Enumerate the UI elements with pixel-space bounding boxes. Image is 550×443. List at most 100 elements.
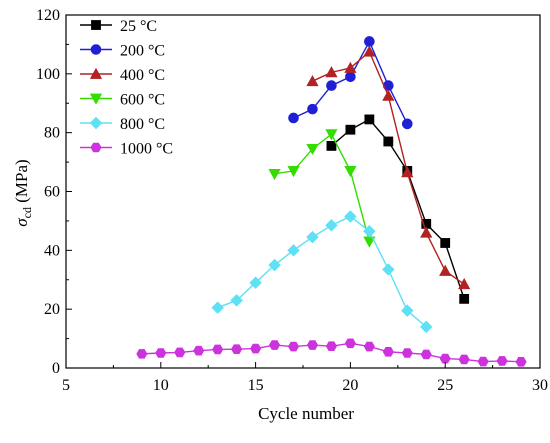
legend-marker — [89, 67, 103, 79]
data-point-600c — [306, 143, 319, 156]
y-axis-symbol: σ — [12, 218, 31, 227]
data-point-800c — [382, 263, 395, 276]
series-1000c — [136, 338, 527, 367]
legend-item-200c: 200 °C — [80, 43, 165, 60]
x-axis-title: Cycle number — [258, 404, 354, 423]
data-point-600c — [268, 168, 281, 181]
data-point-200c — [307, 103, 318, 115]
data-point-800c — [325, 219, 338, 232]
legend-marker — [90, 142, 102, 153]
data-point-800c — [287, 244, 300, 257]
data-point-800c — [420, 320, 433, 334]
data-point-400c — [420, 226, 433, 238]
data-point-1000c — [325, 341, 337, 352]
series-800c — [211, 210, 433, 334]
series-25c — [326, 114, 470, 304]
data-point-25c — [440, 238, 451, 248]
data-point-1000c — [136, 349, 148, 359]
data-point-400c — [344, 61, 357, 73]
data-point-400c — [363, 45, 376, 57]
y-tick-label: 100 — [36, 66, 60, 83]
series-200c — [288, 36, 413, 130]
y-tick-label: 80 — [44, 125, 60, 142]
data-point-800c — [363, 224, 376, 238]
legend-marker — [89, 116, 103, 130]
legend-item-600c: 600 °C — [80, 92, 165, 109]
y-tick-label: 40 — [44, 242, 60, 259]
legend-label: 800 °C — [120, 116, 165, 133]
data-point-1000c — [155, 348, 167, 358]
legend-item-25c: 25 °C — [80, 18, 157, 35]
data-point-1000c — [401, 348, 413, 358]
data-point-1000c — [496, 356, 508, 366]
x-tick-label: 10 — [153, 377, 169, 394]
legend-marker — [89, 93, 103, 105]
data-point-1000c — [515, 357, 527, 367]
legend-label: 600 °C — [120, 92, 165, 109]
data-point-1000c — [439, 353, 451, 364]
series-400c — [306, 45, 471, 290]
series-line-600c — [274, 133, 371, 242]
data-point-200c — [364, 36, 375, 47]
series-line-800c — [217, 215, 427, 328]
y-axis-unit: (MPa) — [12, 159, 31, 207]
x-tick-label: 5 — [62, 377, 70, 394]
data-point-1000c — [231, 344, 243, 354]
data-point-400c — [325, 66, 338, 78]
legend-item-400c: 400 °C — [80, 67, 165, 84]
data-point-1000c — [250, 343, 262, 354]
y-axis-subscript: cd — [20, 207, 34, 218]
data-point-25c — [326, 141, 337, 151]
data-point-1000c — [344, 338, 356, 349]
data-point-800c — [268, 258, 281, 272]
x-tick-label: 20 — [342, 377, 358, 394]
data-point-200c — [401, 118, 413, 130]
data-point-200c — [326, 80, 337, 91]
data-point-600c — [287, 166, 300, 178]
data-point-25c — [364, 114, 375, 125]
data-point-25c — [459, 293, 470, 304]
x-tick-label: 25 — [437, 377, 453, 394]
data-point-600c — [344, 166, 357, 178]
data-point-400c — [439, 264, 452, 276]
data-point-1000c — [306, 340, 319, 350]
series-600c — [268, 129, 376, 248]
data-point-400c — [306, 74, 319, 87]
data-point-800c — [249, 276, 262, 289]
data-point-200c — [345, 71, 356, 83]
x-tick-label: 15 — [248, 377, 264, 394]
legend-item-1000c: 1000 °C — [80, 141, 173, 158]
legend-marker — [91, 20, 101, 30]
y-tick-label: 20 — [44, 301, 60, 318]
legend: 25 °C 200 °C 400 °C 600 °C 800 °C 1000 °C — [80, 18, 173, 158]
data-point-1000c — [382, 347, 394, 357]
legend-label: 400 °C — [120, 67, 165, 84]
data-point-1000c — [477, 356, 489, 367]
data-point-1000c — [212, 344, 224, 355]
data-point-1000c — [420, 349, 432, 360]
y-tick-label: 120 — [36, 7, 60, 24]
y-axis-title: σcd (MPa) — [12, 159, 34, 226]
legend-marker — [90, 44, 102, 55]
data-point-800c — [306, 230, 319, 244]
x-tick-label: 30 — [532, 377, 548, 394]
data-point-1000c — [193, 345, 205, 356]
data-point-400c — [382, 89, 395, 101]
data-point-400c — [401, 166, 414, 178]
data-point-400c — [458, 277, 471, 290]
data-point-25c — [383, 136, 394, 147]
data-point-800c — [401, 304, 414, 317]
data-point-800c — [230, 294, 243, 307]
data-point-600c — [325, 129, 338, 141]
data-point-800c — [344, 210, 357, 223]
data-point-1000c — [287, 341, 300, 352]
y-tick-label: 60 — [44, 184, 60, 201]
data-point-800c — [211, 301, 224, 314]
data-point-1000c — [458, 354, 470, 365]
data-point-1000c — [363, 341, 375, 352]
legend-label: 1000 °C — [120, 141, 173, 158]
data-point-1000c — [174, 347, 186, 358]
legend-label: 200 °C — [120, 43, 165, 60]
y-tick-label: 0 — [52, 360, 60, 377]
